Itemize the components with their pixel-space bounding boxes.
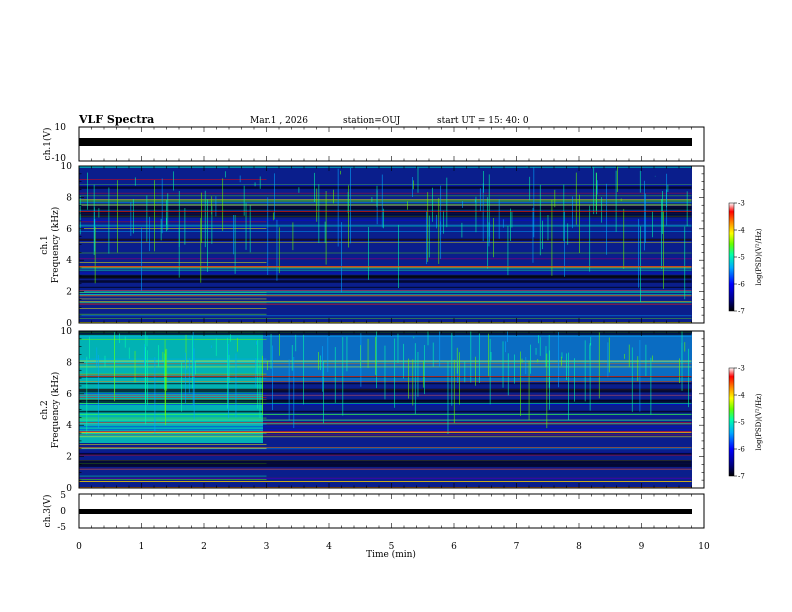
- ch1-freq-ylabel: Frequency (kHz): [50, 207, 61, 284]
- dark-band: [79, 275, 692, 279]
- panel-ch2-spectrogram: 0 2 4 6 8 10 ch.2 Frequency (kHz): [40, 327, 705, 494]
- time-axis-ticks: [78, 127, 705, 528]
- freq-tick-label: 8: [66, 193, 72, 203]
- colorbar-ch2: -3 -4 -5 -6 -7 log(PSD)(V²/Hz): [728, 365, 763, 481]
- ch3-ytick-mid: 0: [60, 507, 66, 517]
- dark-band: [79, 238, 692, 241]
- ch1-spectrogram-lines: [79, 166, 692, 323]
- x-tick-label: 10: [698, 542, 710, 552]
- dark-band: [79, 399, 692, 401]
- colorbar-tick-label: -6: [738, 281, 745, 289]
- freq-tick-label: 10: [61, 162, 73, 172]
- x-tick-label: 7: [514, 542, 520, 552]
- x-tick-label: 0: [76, 542, 82, 552]
- ch3-ytick-bottom: -5: [57, 523, 66, 533]
- ch1-ytick-bottom: -10: [52, 154, 67, 164]
- colorbar-ch1-ticks: -3 -4 -5 -6 -7: [734, 200, 745, 316]
- freq-tick-label: 8: [66, 358, 72, 368]
- colorbar-tick-label: -3: [738, 200, 745, 208]
- x-tick-label: 6: [451, 542, 457, 552]
- x-tick-label: 9: [639, 542, 645, 552]
- colorbar-tick-label: -4: [738, 392, 745, 400]
- freq-tick-label: 6: [66, 390, 72, 400]
- ch2-channel-label: ch.2: [40, 400, 50, 419]
- ch2-bright-region: [79, 331, 263, 443]
- dark-band: [79, 400, 692, 404]
- freq-tick-label: 2: [66, 453, 72, 463]
- x-tick-label: 5: [389, 542, 395, 552]
- ch1-waveform-line: [78, 138, 692, 146]
- dark-band: [79, 186, 692, 189]
- time-axis-label: Time (min): [366, 549, 416, 560]
- colorbar-tick-label: -7: [738, 473, 745, 481]
- dark-band: [79, 452, 692, 455]
- ch2-upper-band: [263, 331, 692, 381]
- x-tick-label: 4: [326, 542, 332, 552]
- x-tick-label: 2: [201, 542, 207, 552]
- freq-tick-label: 0: [66, 484, 72, 494]
- colorbar-ch1: -3 -4 -5 -6 -7 log(PSD)(V²/Hz): [728, 200, 763, 316]
- date-label: Mar.1 , 2026: [250, 116, 308, 126]
- colorbar-tick-label: -5: [738, 254, 745, 262]
- ch1-waveform-jitter: [78, 138, 692, 146]
- dark-band: [79, 211, 692, 214]
- dark-band: [79, 286, 692, 288]
- colorbar-tick-label: -5: [738, 419, 745, 427]
- x-tick-label: 1: [139, 542, 145, 552]
- ch1-ylabel: ch.1(V): [42, 128, 53, 161]
- dark-band: [79, 213, 692, 218]
- colorbar-ch1-label: log(PSD)(V²/Hz): [755, 228, 763, 285]
- start-ut-label: start UT = 15: 40: 0: [437, 116, 529, 126]
- dark-band: [79, 410, 692, 413]
- colorbar-ch2-ticks: -3 -4 -5 -6 -7: [734, 365, 745, 481]
- colorbar-tick-label: -4: [738, 227, 745, 235]
- colorbar-tick-label: -7: [738, 308, 745, 316]
- ch2-freq-ylabel: Frequency (kHz): [50, 372, 61, 449]
- ch3-ylabel: ch.3(V): [42, 495, 53, 528]
- ch1-freq-ticks: 0 2 4 6 8 10: [61, 162, 704, 329]
- x-tick-label: 8: [576, 542, 582, 552]
- ch3-waveform-band: [79, 509, 692, 514]
- freq-tick-label: 4: [66, 256, 72, 266]
- ch1-channel-label: ch.1: [40, 235, 50, 254]
- dark-band: [79, 460, 692, 464]
- panel-ch1-waveform: 10 -10 ch.1(V): [42, 123, 705, 164]
- station-label: station=OUJ: [343, 116, 401, 126]
- colorbar-tick-label: -6: [738, 446, 745, 454]
- dark-band: [79, 464, 692, 467]
- ch2-spectrogram-lines: [79, 331, 692, 488]
- dark-band: [79, 205, 692, 210]
- colorbar-ch2-label: log(PSD)(V²/Hz): [755, 393, 763, 450]
- freq-tick-label: 2: [66, 288, 72, 298]
- freq-tick-label: 0: [66, 319, 72, 329]
- freq-tick-label: 6: [66, 225, 72, 235]
- x-tick-label: 3: [264, 542, 270, 552]
- colorbar-tick-label: -3: [738, 365, 745, 373]
- ch1-ytick-top: 10: [55, 123, 67, 133]
- dark-band: [79, 280, 692, 283]
- dark-band: [79, 331, 692, 336]
- ch2-freq-ticks: 0 2 4 6 8 10: [61, 327, 704, 494]
- dark-band: [79, 208, 692, 211]
- panel-ch1-spectrogram: 0 2 4 6 8 10 ch.1 Frequency (kHz): [40, 162, 705, 329]
- freq-tick-label: 10: [61, 327, 73, 337]
- ch1-spectrogram-area: [79, 166, 692, 323]
- time-axis-tick-labels: 0 1 2 3 4 5 6 7 8 9 10: [76, 542, 710, 552]
- ch3-ytick-top: 5: [60, 491, 66, 501]
- freq-tick-label: 4: [66, 421, 72, 431]
- figure-title: VLF Spectra: [78, 113, 154, 126]
